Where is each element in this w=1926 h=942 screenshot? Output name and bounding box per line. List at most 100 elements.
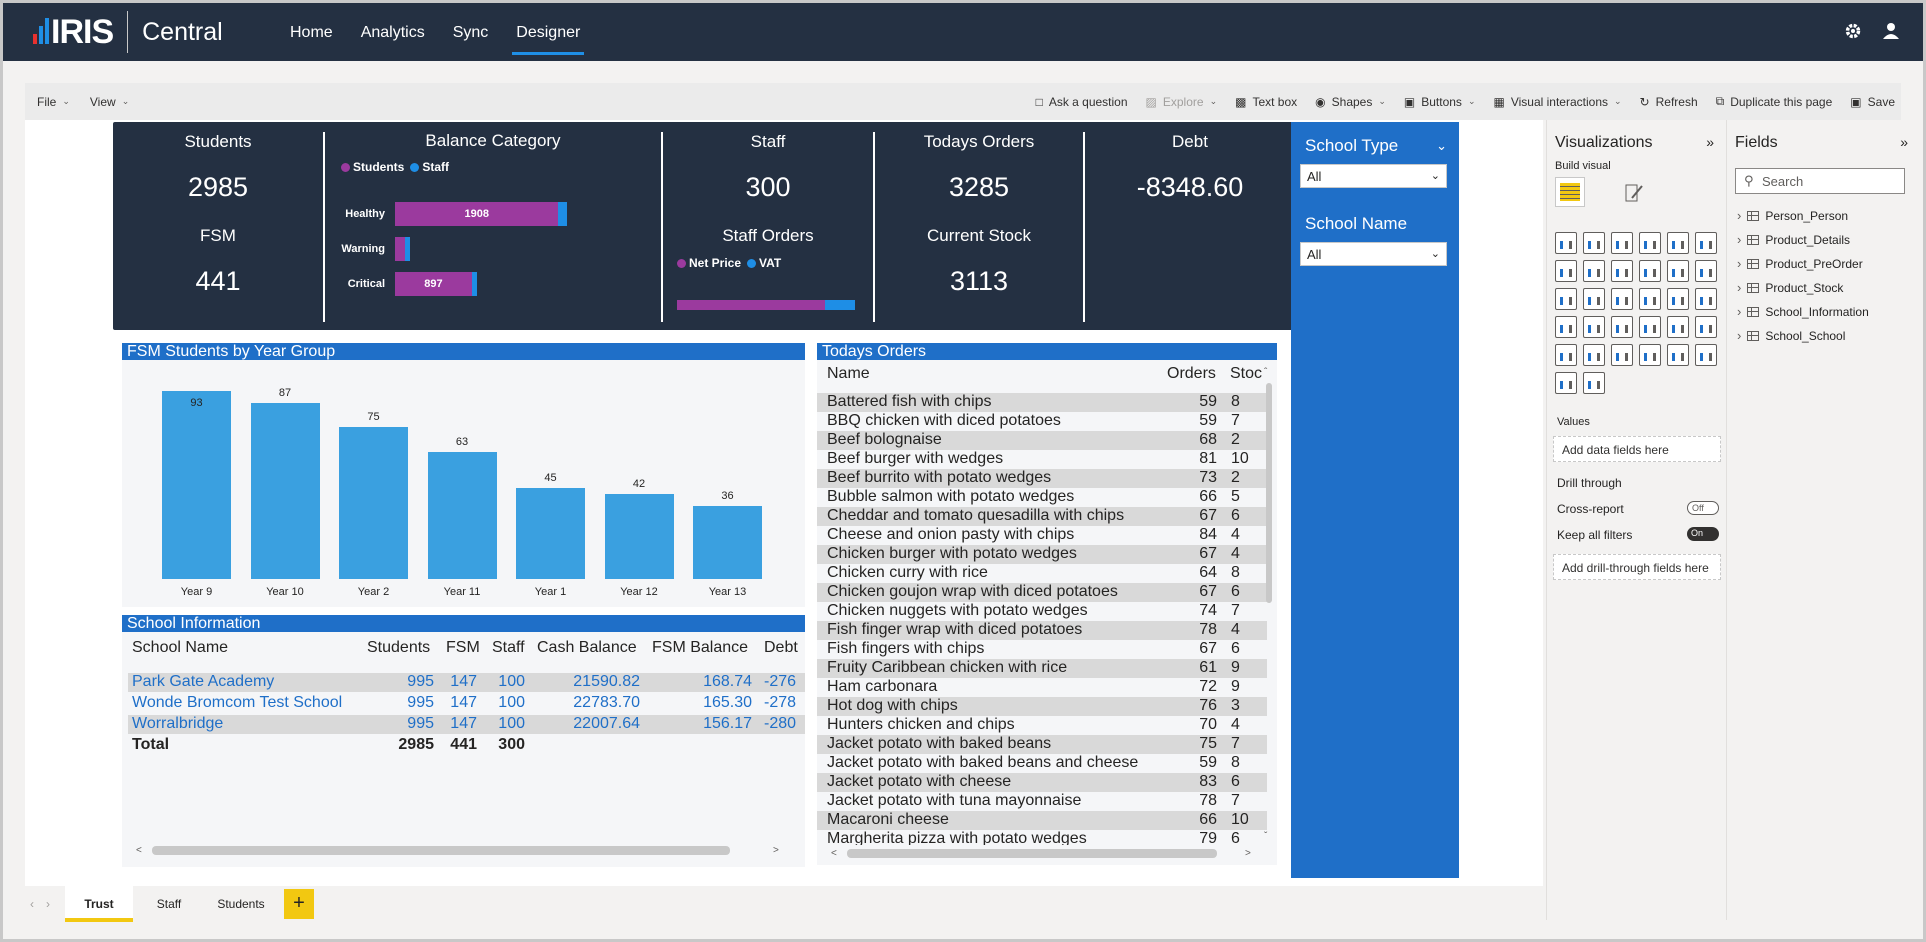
orders-header-orders[interactable]: Orders — [1167, 365, 1216, 382]
table-row[interactable]: Margherita pizza with potato wedges 79 6 — [817, 830, 1267, 845]
table-row[interactable]: Ham carbonara 72 9 — [817, 678, 1267, 697]
user-icon[interactable] — [1881, 21, 1901, 41]
text-box-button[interactable]: ▩ Text box — [1235, 95, 1297, 109]
school-name-cell[interactable]: Park Gate Academy — [132, 673, 275, 690]
table-row[interactable]: Cheese and onion pasty with chips 84 4 — [817, 526, 1267, 545]
orders-header-name[interactable]: Name — [827, 365, 870, 382]
drill-through-drop-zone[interactable]: Add drill-through fields here — [1553, 554, 1721, 580]
logo[interactable]: IRIS Central — [33, 11, 223, 53]
table-row[interactable]: Battered fish with chips 59 8 — [817, 393, 1267, 412]
visual-type-icon[interactable] — [1555, 288, 1577, 310]
horizontal-scrollbar[interactable] — [152, 846, 730, 855]
vertical-scrollbar[interactable] — [1266, 383, 1272, 603]
visual-type-icon[interactable] — [1639, 288, 1661, 310]
table-row[interactable]: Chicken goujon wrap with diced potatoes 6… — [817, 583, 1267, 602]
explore-button[interactable]: ▨ Explore ⌄ — [1146, 95, 1218, 109]
visual-type-icon[interactable] — [1667, 232, 1689, 254]
visual-type-icon[interactable] — [1583, 260, 1605, 282]
table-row[interactable]: Chicken curry with rice 64 8 — [817, 564, 1267, 583]
visual-type-icon[interactable] — [1583, 316, 1605, 338]
visual-type-icon[interactable] — [1583, 372, 1605, 394]
table-row[interactable]: Jacket potato with baked beans and chees… — [817, 754, 1267, 773]
vat-bar[interactable] — [824, 300, 855, 310]
cross-report-toggle[interactable]: Off — [1687, 501, 1719, 515]
orders-visual[interactable]: Todays Orders Name Orders Stoc Battered … — [817, 343, 1277, 865]
table-row[interactable]: BBQ chicken with diced potatoes 59 7 — [817, 412, 1267, 431]
nav-tab-analytics[interactable]: Analytics — [360, 24, 425, 41]
field-table-item[interactable]: › Person_Person — [1737, 208, 1848, 223]
save-button[interactable]: ▣ Save — [1850, 95, 1895, 109]
file-menu[interactable]: File ⌄ — [37, 95, 70, 109]
table-row[interactable]: Beef burrito with potato wedges 73 2 — [817, 469, 1267, 488]
prev-page-icon[interactable]: ‹ — [30, 897, 34, 911]
school-header-cell[interactable]: FSM Balance — [652, 639, 749, 656]
buttons-button[interactable]: ▣ Buttons ⌄ — [1404, 95, 1476, 109]
add-page-button[interactable]: + — [284, 889, 314, 919]
school-header-cell[interactable]: FSM — [446, 639, 480, 656]
nav-tab-sync[interactable]: Sync — [452, 24, 489, 41]
ask-question-button[interactable]: □ Ask a question — [1036, 95, 1128, 109]
fsm-bar[interactable] — [427, 451, 497, 579]
table-row[interactable]: Fruity Caribbean chicken with rice 61 9 — [817, 659, 1267, 678]
school-header-cell[interactable]: Staff — [492, 639, 525, 656]
staff-card[interactable]: Staff 300 Staff Orders Net Price VAT — [663, 122, 873, 330]
school-name-cell[interactable]: Wonde Bromcom Test School — [132, 694, 343, 711]
fsm-bar[interactable] — [604, 494, 674, 579]
visual-type-icon[interactable] — [1555, 260, 1577, 282]
debt-card[interactable]: Debt -8348.60 — [1085, 122, 1295, 330]
page-tab-staff[interactable]: Staff — [156, 897, 182, 911]
scroll-left-icon[interactable]: < — [831, 848, 837, 859]
school-info-visual[interactable]: School Information School Name Students FS… — [122, 615, 805, 867]
visual-type-icon[interactable] — [1611, 344, 1633, 366]
visual-type-icon[interactable] — [1695, 288, 1717, 310]
school-type-dropdown[interactable]: All ⌄ — [1300, 164, 1447, 188]
fsm-bar[interactable] — [250, 403, 320, 579]
table-row[interactable]: Fish fingers with chips 67 6 — [817, 640, 1267, 659]
table-row[interactable]: Macaroni cheese 66 10 — [817, 811, 1267, 830]
table-row[interactable]: Chicken nuggets with potato wedges 74 7 — [817, 602, 1267, 621]
field-table-item[interactable]: › School_Information — [1737, 304, 1869, 319]
keep-filters-toggle[interactable]: On — [1687, 527, 1719, 541]
balance-students-bar[interactable] — [395, 237, 405, 261]
field-table-item[interactable]: › Product_Stock — [1737, 280, 1843, 295]
field-table-item[interactable]: › School_School — [1737, 328, 1845, 343]
format-visual-tab[interactable] — [1623, 182, 1645, 204]
scroll-left-icon[interactable]: < — [136, 845, 142, 856]
field-table-item[interactable]: › Product_Details — [1737, 232, 1850, 247]
fsm-bar[interactable] — [162, 391, 231, 579]
visual-type-icon[interactable] — [1695, 260, 1717, 282]
table-row[interactable]: Fish finger wrap with diced potatoes 78 4 — [817, 621, 1267, 640]
visual-type-icon[interactable] — [1639, 316, 1661, 338]
visual-type-icon[interactable] — [1611, 288, 1633, 310]
visual-interactions-button[interactable]: ▦ Visual interactions ⌄ — [1493, 95, 1621, 109]
balance-students-bar[interactable] — [395, 202, 559, 226]
nav-tab-home[interactable]: Home — [290, 24, 333, 41]
visual-type-icon[interactable] — [1695, 344, 1717, 366]
visual-type-icon[interactable] — [1555, 372, 1577, 394]
net-price-bar[interactable] — [677, 300, 825, 310]
collapse-icon[interactable]: » — [1900, 134, 1908, 150]
page-tab-students[interactable]: Students — [217, 897, 265, 911]
report-canvas[interactable]: Students 2985 FSM 441 Balance Category S… — [25, 120, 1543, 886]
scroll-down-icon[interactable]: ˇ — [1264, 831, 1268, 842]
visual-type-icon[interactable] — [1555, 232, 1577, 254]
scroll-right-icon[interactable]: > — [773, 845, 779, 856]
school-header-cell[interactable]: School Name — [132, 639, 229, 656]
visual-type-icon[interactable] — [1667, 288, 1689, 310]
values-drop-zone[interactable]: Add data fields here — [1553, 436, 1721, 462]
visual-type-icon[interactable] — [1695, 316, 1717, 338]
fsm-bar[interactable] — [516, 488, 585, 579]
visual-type-icon[interactable] — [1555, 316, 1577, 338]
page-tab-trust[interactable]: Trust — [65, 886, 133, 922]
nav-tab-designer[interactable]: Designer — [502, 3, 594, 61]
balance-staff-bar[interactable] — [558, 202, 567, 226]
horizontal-scrollbar[interactable] — [847, 849, 1217, 858]
duplicate-page-button[interactable]: ⧉ Duplicate this page — [1716, 94, 1833, 109]
visual-type-icon[interactable] — [1583, 288, 1605, 310]
visual-type-icon[interactable] — [1667, 344, 1689, 366]
visual-type-icon[interactable] — [1667, 316, 1689, 338]
build-visual-tab[interactable] — [1555, 177, 1585, 207]
visual-type-icon[interactable] — [1667, 260, 1689, 282]
balance-students-bar[interactable] — [395, 272, 472, 296]
fsm-bar[interactable] — [693, 506, 762, 579]
